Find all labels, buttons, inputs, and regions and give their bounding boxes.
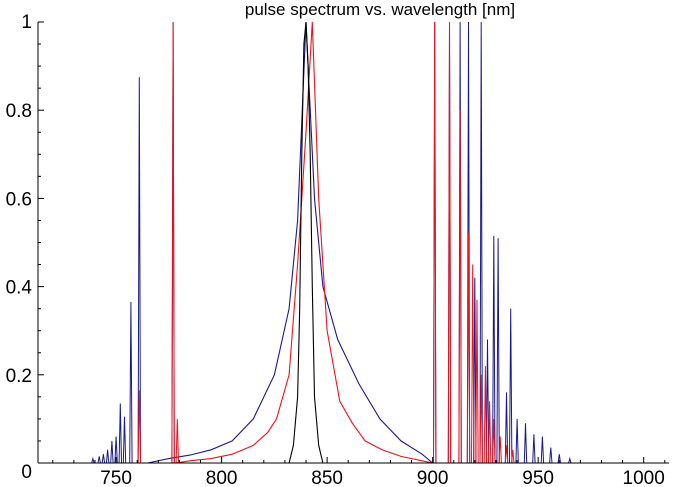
y-tick-label: 0.6 [6,189,32,210]
series-0-spike [540,436,545,464]
series-1-spike [475,299,479,464]
y-tick-label: 0.2 [6,366,32,387]
series-1-spike [447,21,452,464]
series-0-spike [523,423,528,464]
x-tick-label: 950 [522,468,554,487]
x-tick-label: 800 [206,468,238,487]
series-0-spike [504,392,509,464]
series-1-spike [433,21,437,464]
series-0-line [147,21,433,464]
series-2-line [288,21,324,464]
series-1-spike [498,436,502,464]
series-1-spike [483,365,488,464]
x-tick-label: 850 [311,468,343,487]
series-0-spike [101,454,106,464]
series-0-spike [129,301,133,464]
series-1-spike [511,449,515,464]
series-1-spike [504,445,509,464]
series-0-spike [97,456,101,464]
series-0-spike [105,449,110,464]
series-1-spike [171,21,175,464]
series-0-spike [118,403,122,464]
series-0-spike [557,454,561,464]
series-0-spike [568,456,572,464]
x-tick-label: 900 [417,468,449,487]
series-0-spike [515,418,519,464]
y-tick-label: 0.8 [6,101,32,122]
series-0-spike [492,235,496,464]
plot-lines [91,21,572,464]
series-0-spike [479,21,483,464]
series-0-spike [509,308,513,464]
x-tick-label: 1000 [623,468,665,487]
series-0-spike [549,447,553,464]
series-1-spike [487,401,492,464]
series-1-spike [479,374,483,464]
x-tick-labels: 750 800 850 900 950 1000 [100,468,665,487]
series-1-spike [175,418,179,464]
series-1-line [175,21,433,464]
series-1-spike [471,264,475,464]
series-0-spike [122,416,127,464]
series-0-spike [91,456,95,464]
x-tick-label: 750 [100,468,132,487]
series-0-spike [137,77,141,464]
y-tick-label: 0 [21,462,32,483]
y-tick-labels: 0 0.2 0.4 0.6 0.8 1 [6,12,33,483]
series-1-spike [492,418,496,464]
y-tick-label: 0.4 [6,278,33,299]
y-tick-label: 1 [21,12,32,33]
series-0-spike [485,339,490,464]
series-1-spike [137,390,141,464]
series-1-spike [458,110,462,464]
series-0-spike [496,238,500,464]
series-0-spike [114,436,118,464]
chart-title: pulse spectrum vs. wavelength [nm] [245,0,515,19]
series-0-spike [532,434,536,464]
series-1-spike [466,233,471,464]
axes [37,21,669,464]
series-0-spike [110,440,114,464]
